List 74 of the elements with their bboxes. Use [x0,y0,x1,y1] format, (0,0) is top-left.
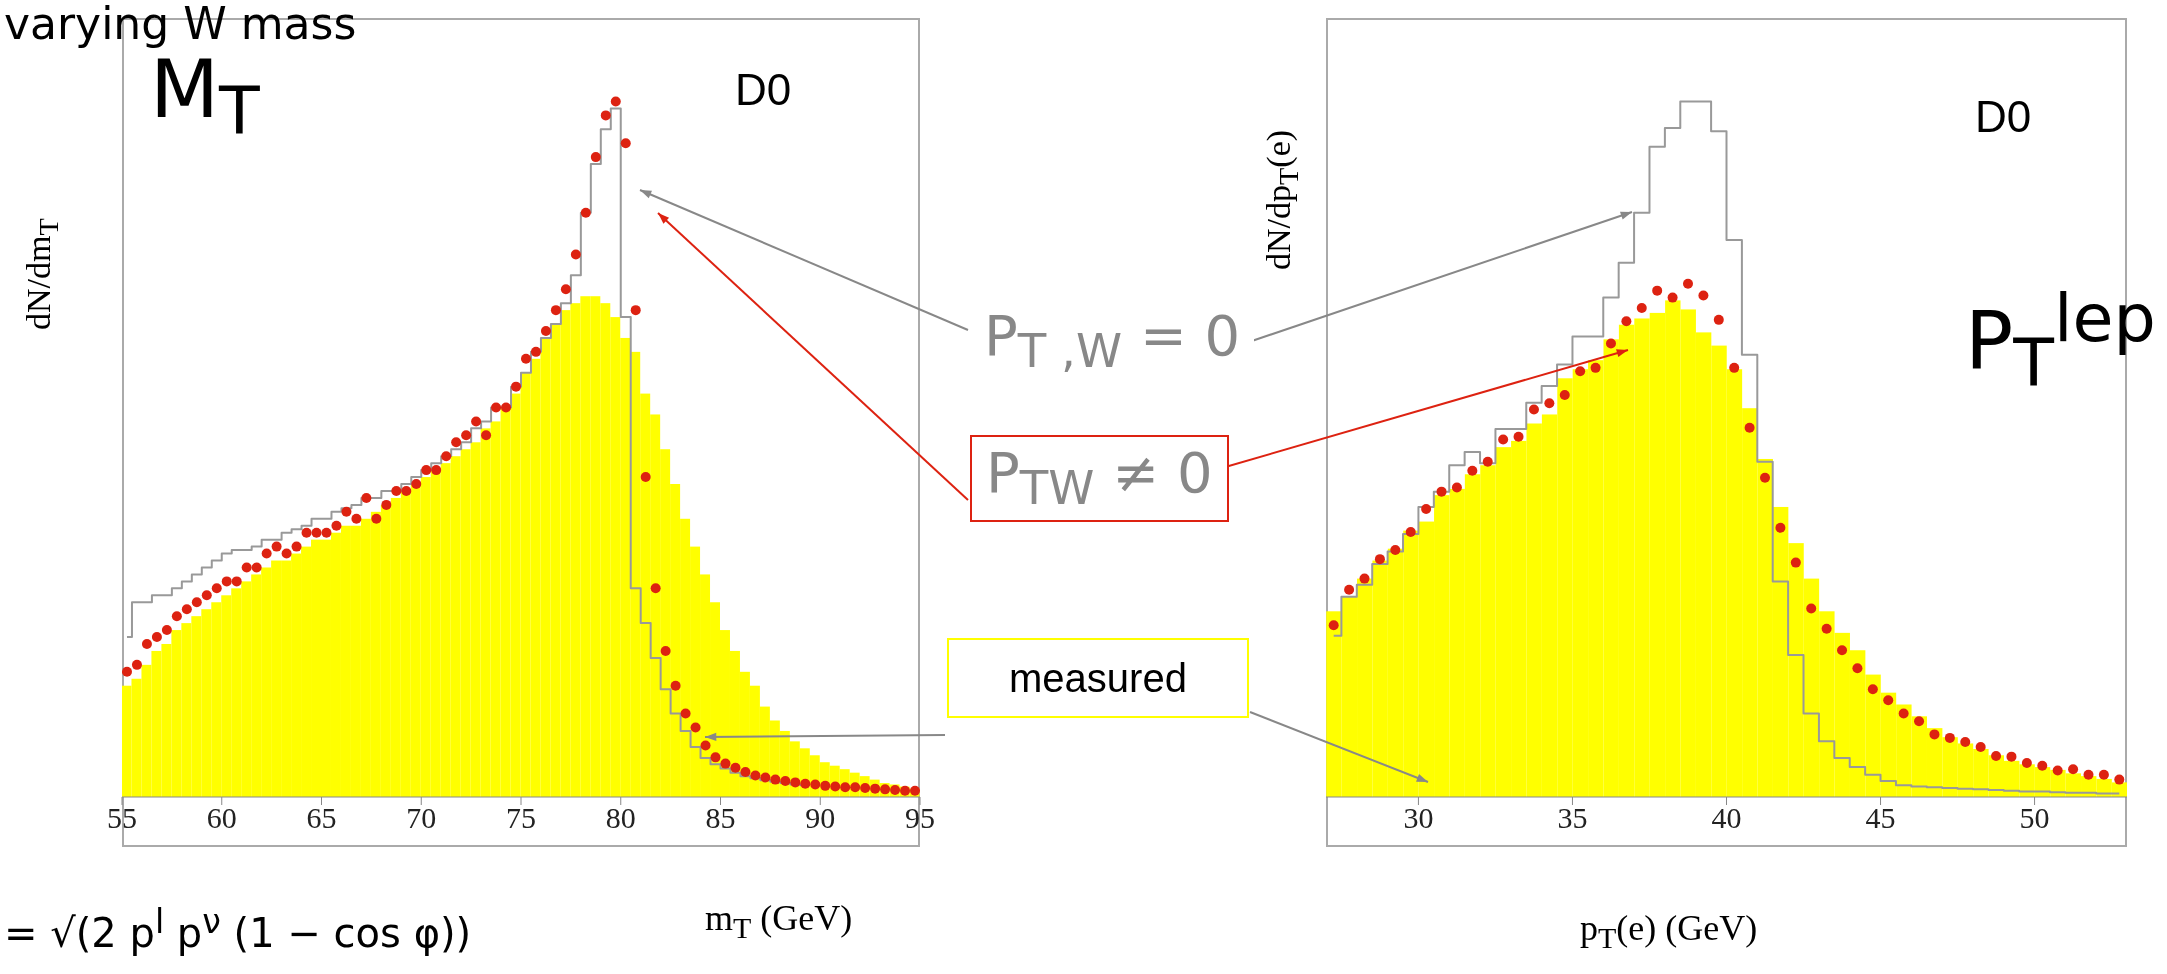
point [1390,545,1401,556]
x-axis-title: p$_{T}$(e) (GeV) [1580,908,1758,955]
point [1359,573,1370,584]
point [1590,362,1601,373]
point [1528,404,1539,415]
point [1498,434,1509,445]
point [1883,695,1894,706]
point [1451,482,1462,493]
point [1806,603,1817,614]
text: measured [947,638,1249,718]
point [2068,764,2079,775]
point [1605,338,1616,349]
point [1760,472,1771,483]
point [1821,623,1832,634]
point [1667,292,1678,303]
x-tick-label: 60 [206,801,237,835]
point [1975,741,1986,752]
x-tick-label: 50 [2019,801,2050,835]
point [1482,456,1493,467]
x-tick-label: 80 [605,801,636,835]
point [2052,765,2063,776]
x-tick-label: 40 [1711,801,1742,835]
point [1636,303,1647,314]
point [1729,362,1740,373]
point [1544,398,1555,409]
point [1621,316,1632,327]
point [1944,732,1955,743]
point [1344,584,1355,595]
point [1405,527,1416,537]
point [1421,504,1432,515]
point [2083,769,2094,780]
point [1467,465,1478,476]
point [2037,760,2048,771]
point [1652,285,1663,296]
point [2114,774,2125,785]
point [1744,422,1755,433]
point [1960,737,1971,748]
point [1713,314,1724,325]
annotation: D0 [735,65,792,114]
x-tick-label: 70 [406,801,437,835]
text: P$_{T ,W}$ = 0 [970,300,1255,383]
text: P$_{TW}$ ≠ 0 [970,435,1229,522]
annotation: D0 [1975,92,2032,141]
point [2021,757,2032,768]
point [1837,645,1848,656]
point [2006,751,2017,762]
x-tick-label: 45 [1865,801,1896,835]
point [2098,769,2109,780]
x-tick-label: 75 [506,801,536,835]
x-tick-label: 35 [1557,801,1588,835]
point [1513,431,1524,442]
point [1914,716,1925,727]
point [1559,389,1570,400]
point [1575,366,1586,377]
x-tick-label: 30 [1403,801,1434,835]
point [1852,663,1863,674]
point [1698,290,1709,301]
x-tick-label: 65 [306,801,337,835]
point [1775,522,1786,533]
point [1898,708,1909,719]
point [1991,750,2002,761]
x-tick-label: 55 [107,801,137,835]
x-tick-label: 95 [905,801,935,835]
point [1682,278,1693,289]
point [1328,620,1339,631]
point [1374,554,1385,565]
x-tick-label: 90 [805,801,836,835]
text: = √(2 p$^{l}$ p$^{ν}$ (1 − cos φ)) [4,902,472,957]
point [1790,557,1801,568]
point [1867,684,1878,695]
point [1436,486,1447,497]
x-axis-title: m$_{T}$ (GeV) [705,898,853,945]
point [1929,729,1940,740]
x-tick-label: 85 [705,801,736,835]
